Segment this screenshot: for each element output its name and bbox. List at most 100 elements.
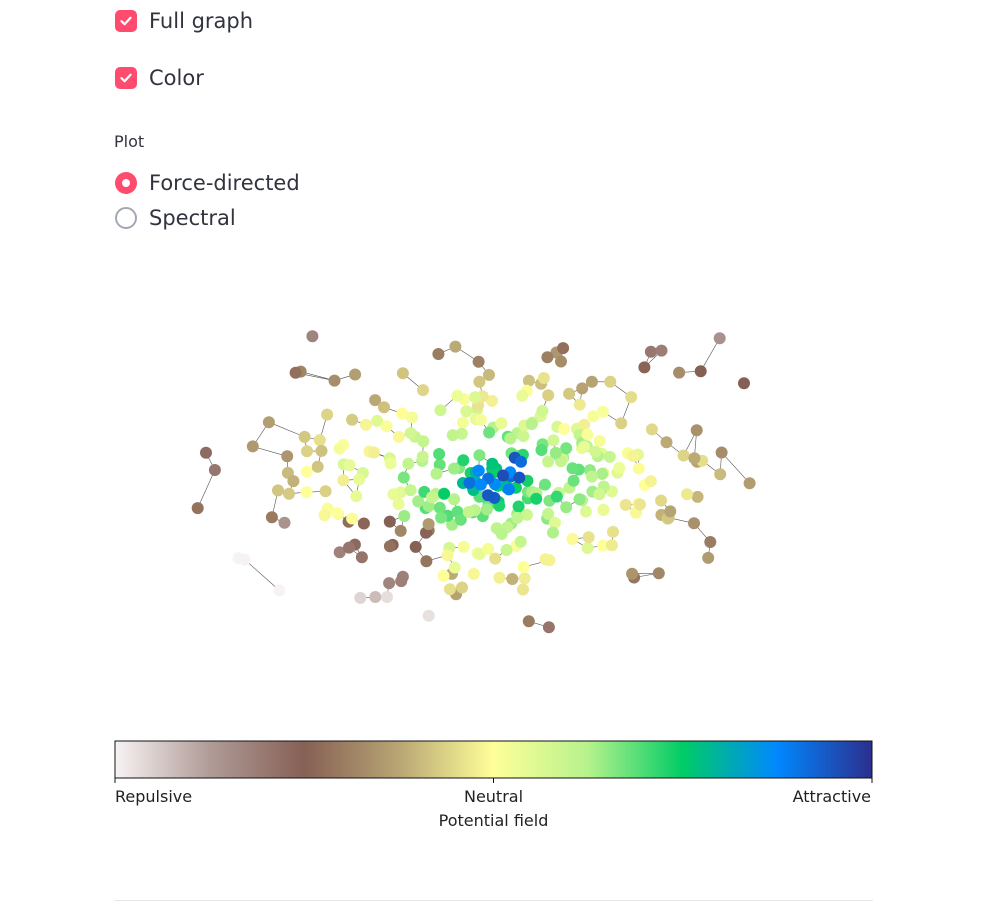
graph-node [593,434,606,447]
graph-node [462,506,475,518]
graph-node [422,609,435,622]
graph-node [387,488,400,501]
graph-node [511,511,524,524]
graph-node [337,474,350,487]
graph-node [328,374,341,387]
graph-node [232,552,245,565]
graph-node [681,488,693,501]
graph-node [283,487,295,500]
graph-node [246,440,259,453]
graph-node [512,500,525,513]
color-label: Color [149,66,204,90]
radio-spectral[interactable]: Spectral [115,206,236,230]
graph-node [301,445,313,458]
graph-node [704,536,717,548]
graph-node [404,427,417,440]
graph-node [522,615,535,628]
graph-node [433,448,446,460]
graph-node [434,404,447,417]
graph-node [557,342,570,355]
graph-node [437,569,450,582]
graph-node [208,464,221,476]
graph-node [573,493,586,506]
graph-node [626,567,639,580]
graph-node [655,344,668,357]
graph-node [319,485,332,498]
graph-node [515,455,527,468]
graph-node [333,546,346,559]
graph-node [433,458,446,471]
graph-node [539,553,552,566]
graph-edge [268,421,305,438]
graph-node [713,332,726,345]
graph-node [287,475,300,488]
graph-node [396,367,409,380]
graph-node [446,429,459,442]
checkmark-icon[interactable] [115,67,137,89]
graph-node [300,465,313,478]
graph-node [514,535,527,548]
graph-node [560,501,573,514]
colorbar: Repulsive Neutral Attractive Potential f… [114,740,873,830]
graph-node [688,517,700,530]
graph-node [573,398,586,411]
graph-node [454,513,467,526]
radio-force-directed[interactable]: Force-directed [115,171,300,195]
graph-node [506,573,519,585]
full-graph-label: Full graph [149,9,254,33]
graph-node [394,524,407,537]
graph-node [448,462,460,475]
checkmark-icon[interactable] [115,10,137,32]
graph-node [547,434,560,447]
plot-section-label: Plot [114,132,145,151]
colorbar-label-repulsive: Repulsive [115,787,192,806]
graph-node [480,503,493,516]
graph-node [448,561,461,574]
graph-node [486,394,499,407]
color-checkbox[interactable]: Color [115,66,204,90]
graph-node [378,401,390,414]
graph-node [536,404,549,417]
graph-node [483,426,496,439]
graph-node [272,484,284,497]
graph-node [474,413,487,426]
graph-node [383,540,396,553]
graph-node [550,490,563,503]
graph-node [537,372,550,384]
graph-node [525,418,538,430]
graph-node [549,446,562,459]
graph-node [542,389,555,402]
graph-node [467,567,480,580]
graph-node [473,375,486,388]
graph-node [422,518,435,531]
graph-nodes [191,330,756,634]
graph-node [613,461,626,474]
colorbar-label-neutral: Neutral [464,787,523,806]
full-graph-checkbox[interactable]: Full graph [115,9,253,33]
graph-node [443,583,456,596]
graph-node [472,464,485,477]
radio-dot-icon[interactable] [115,172,137,194]
graph-node [446,518,459,531]
graph-node [432,348,445,360]
graph-node [603,450,616,463]
force-directed-graph [191,330,756,634]
graph-node [396,407,409,420]
graph-node [430,467,443,480]
graph-node [343,541,355,554]
graph-node [596,405,609,418]
graph-node [547,526,559,539]
graph-node [463,476,476,489]
graph-node [632,462,645,475]
graph-node [578,418,591,431]
graph-node [541,351,554,364]
radio-empty-icon[interactable] [115,207,137,229]
graph-node [567,474,580,487]
graph-node [563,387,576,400]
graph-node [542,621,555,634]
graph-node [456,416,469,429]
graph-node [604,375,617,388]
graph-node [497,469,510,482]
graph-node [435,511,448,524]
graph-node [581,428,594,441]
